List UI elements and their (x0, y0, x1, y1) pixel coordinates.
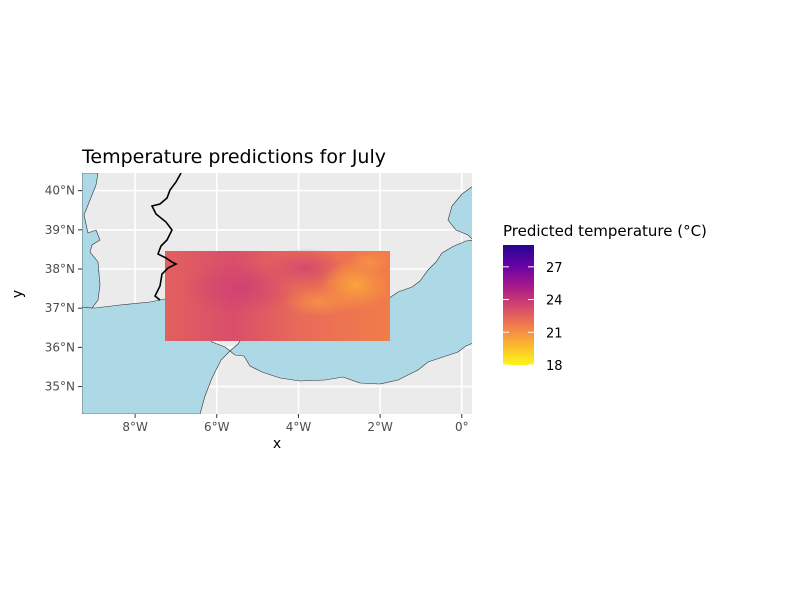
y-tick-label: 37°N (45, 301, 75, 315)
chart-title: Temperature predictions for July (81, 146, 386, 168)
country-border (150, 173, 182, 301)
legend-tick-label: 21 (546, 326, 563, 341)
y-tick-label: 36°N (45, 340, 75, 354)
y-axis: 35°N 36°N 37°N 38°N 39°N 40°N (45, 184, 82, 394)
x-axis-label: x (273, 436, 281, 452)
x-axis: 8°W 6°W 4°W 2°W 0° (122, 414, 469, 434)
x-tick-label: 8°W (122, 420, 148, 434)
valencia-sea (447, 186, 472, 240)
legend-tick-label: 27 (546, 261, 563, 276)
x-tick-label: 0° (455, 420, 469, 434)
x-tick-label: 4°W (286, 420, 312, 434)
legend-title: Predicted temperature (°C) (503, 222, 707, 240)
cool-zone-ne (350, 250, 390, 274)
x-tick-label: 6°W (204, 420, 230, 434)
y-tick-label: 38°N (45, 262, 75, 276)
legend-ticks: 27 24 21 18 (503, 261, 563, 374)
y-axis-label: y (10, 290, 26, 298)
cool-zone-south (285, 287, 355, 317)
x-tick-label: 2°W (367, 420, 393, 434)
legend: Predicted temperature (°C) 27 24 21 18 (503, 222, 707, 374)
y-tick-label: 39°N (45, 223, 75, 237)
prediction-field (165, 248, 390, 341)
legend-tick-label: 18 (546, 359, 563, 374)
legend-tick-label: 24 (546, 294, 563, 309)
legend-colorbar (503, 245, 534, 365)
map-panel (82, 173, 472, 414)
atlantic-sea-northwest (82, 173, 101, 309)
y-tick-label: 40°N (45, 184, 75, 198)
y-tick-label: 35°N (45, 380, 75, 394)
